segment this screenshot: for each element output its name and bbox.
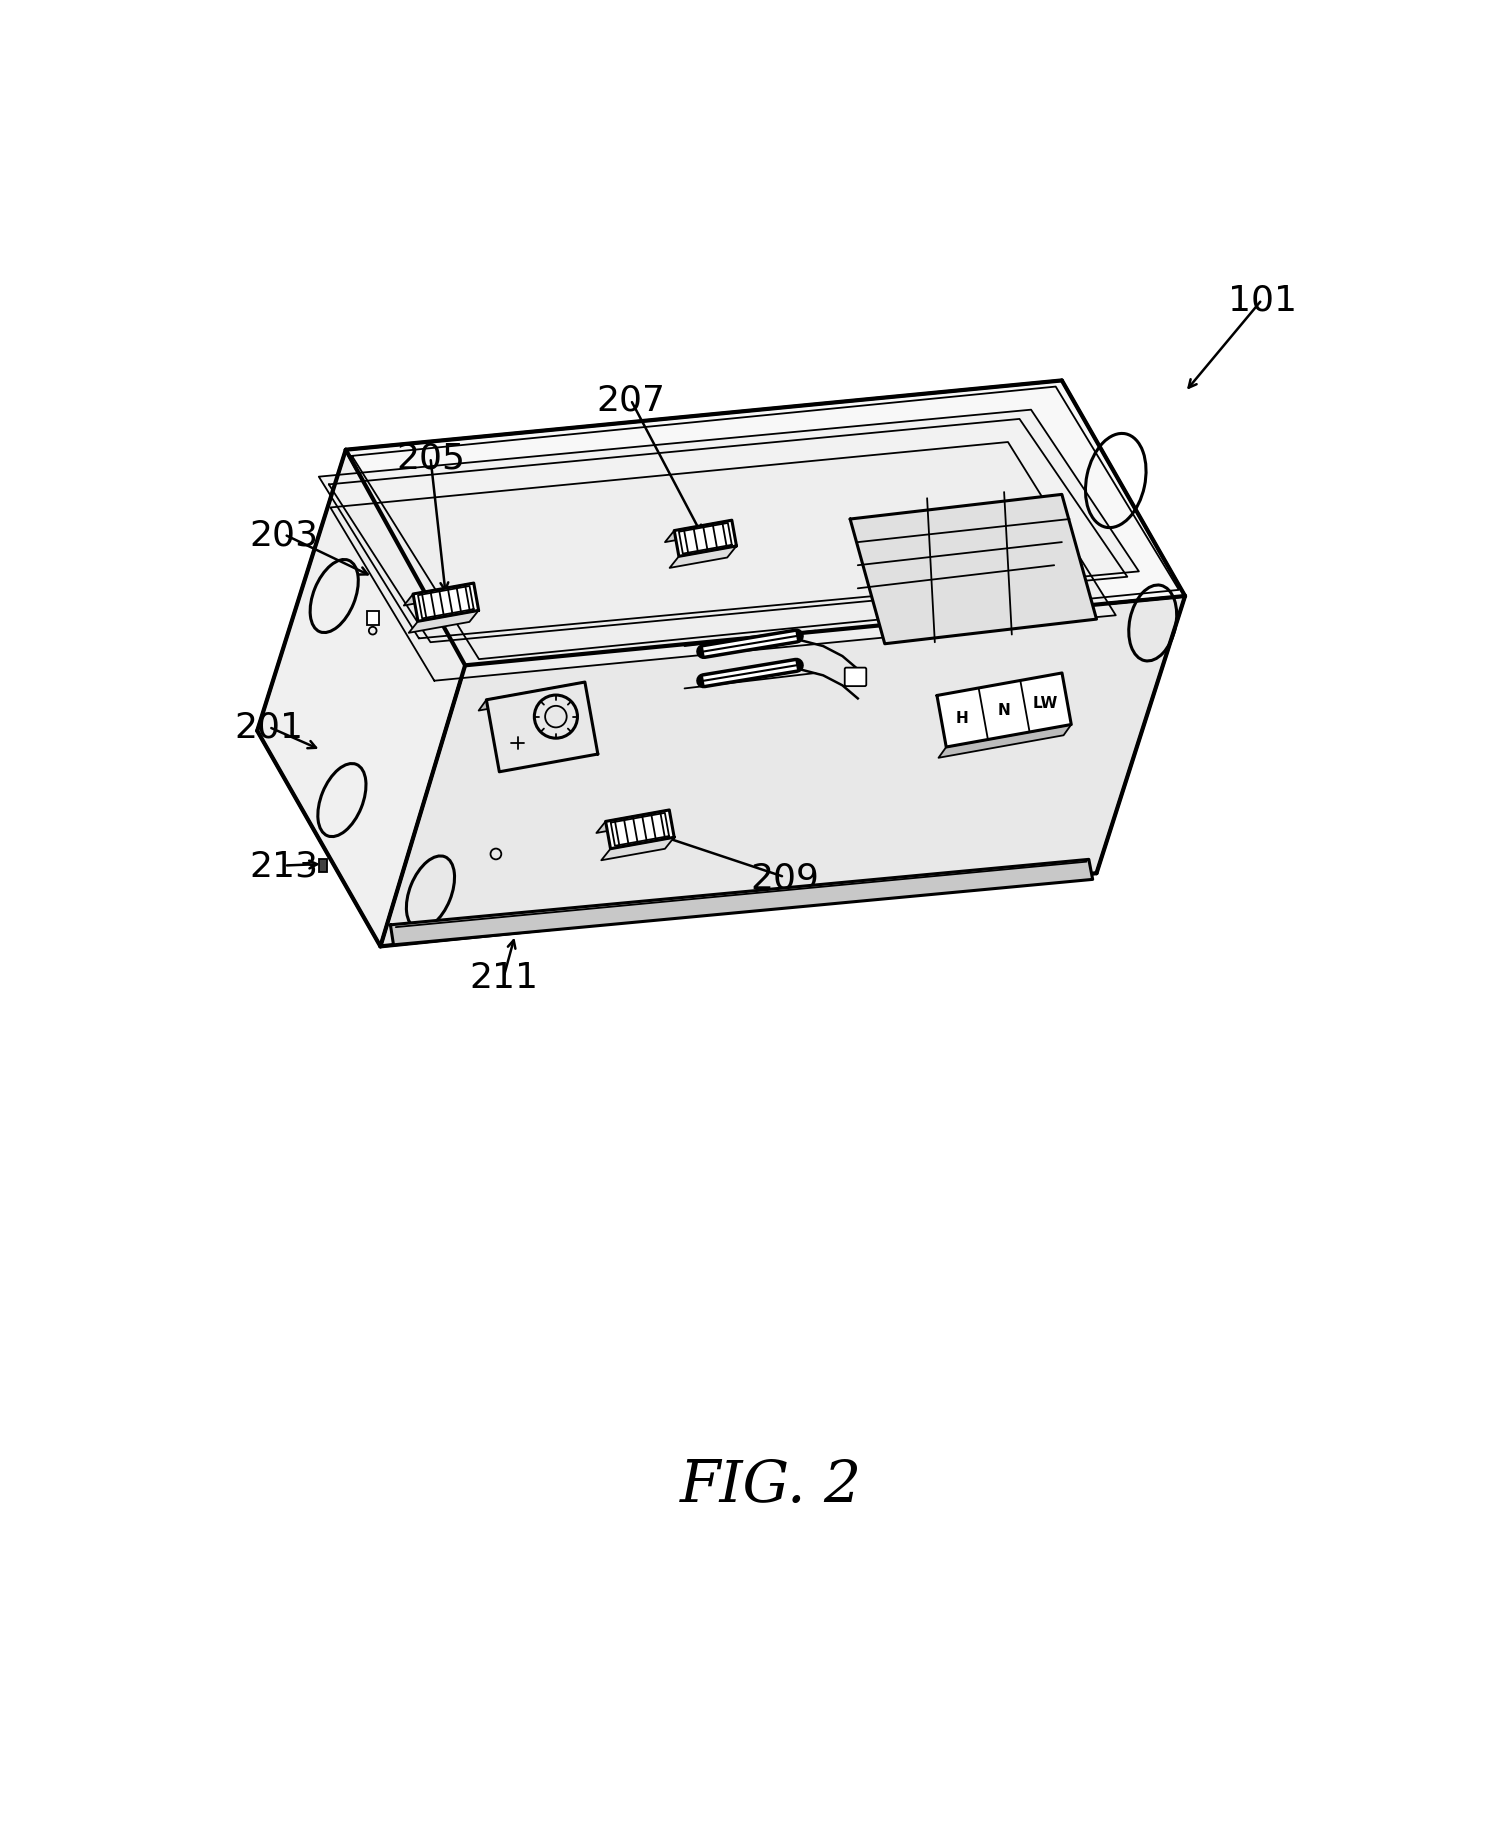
Bar (367, 611, 379, 626)
Polygon shape (669, 547, 737, 569)
Polygon shape (391, 860, 1093, 946)
FancyBboxPatch shape (845, 668, 866, 686)
Polygon shape (937, 673, 1071, 748)
Text: 213: 213 (250, 849, 319, 884)
Polygon shape (414, 584, 478, 622)
Text: N: N (997, 703, 1011, 717)
Text: 205: 205 (396, 441, 465, 476)
Polygon shape (486, 683, 599, 772)
Polygon shape (331, 443, 1116, 681)
Text: FIG. 2: FIG. 2 (680, 1457, 862, 1513)
Text: 203: 203 (250, 518, 319, 553)
Polygon shape (850, 496, 1096, 644)
Polygon shape (478, 683, 585, 712)
Polygon shape (597, 811, 669, 833)
Text: 209: 209 (750, 860, 820, 895)
Text: 101: 101 (1227, 284, 1296, 317)
Bar (319, 860, 326, 873)
Text: LW: LW (1033, 695, 1059, 710)
Polygon shape (381, 597, 1185, 946)
Polygon shape (409, 611, 478, 633)
Polygon shape (346, 381, 1185, 666)
Polygon shape (606, 811, 674, 849)
Text: 211: 211 (469, 961, 538, 996)
Text: 207: 207 (596, 384, 665, 417)
Text: 201: 201 (235, 710, 304, 745)
Polygon shape (405, 584, 474, 606)
Polygon shape (674, 522, 737, 556)
Polygon shape (319, 410, 1139, 639)
Polygon shape (602, 838, 674, 860)
Polygon shape (665, 522, 732, 544)
Text: H: H (957, 710, 969, 725)
Polygon shape (257, 450, 465, 946)
Polygon shape (938, 725, 1071, 758)
